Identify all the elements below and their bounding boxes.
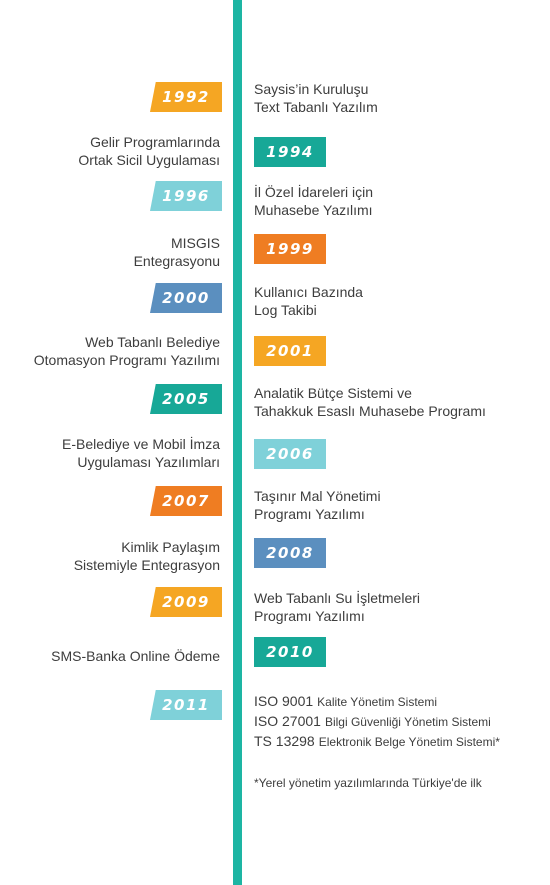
milestone-1999-line2: Entegrasyonu [133,253,220,269]
certification-code: ISO 9001 [254,693,314,709]
milestone-2009-line2: Programı Yazılımı [254,608,365,624]
milestone-2005-line1: Analatik Bütçe Sistemi ve [254,385,412,401]
milestone-2006-line1: E-Belediye ve Mobil İmza [62,436,220,452]
milestone-2006-line2: Uygulaması Yazılımları [77,454,220,470]
certification-item: ISO 9001 Kalite Yönetim Sistemi [254,692,500,712]
milestone-2010: SMS-Banka Online Ödeme [51,647,220,665]
milestone-1999-line1: MISGIS [170,235,220,251]
milestone-2000-line2: Log Takibi [254,302,317,318]
milestone-1996-line1: İl Özel İdareleri için [254,184,374,200]
year-badge-2008: 2008 [254,538,326,568]
milestone-2008-line1: Kimlik Paylaşım [121,539,220,555]
milestone-2000-line1: Kullanıcı Bazında [254,284,363,300]
milestone-2006: E-Belediye ve Mobil İmza Uygulaması Yazı… [62,435,220,471]
milestone-2008: Kimlik Paylaşım Sistemiyle Entegrasyon [74,538,220,574]
milestone-1999: MISGIS Entegrasyonu [134,234,220,270]
milestone-1992-line1: Saysis’in Kuruluşu [254,81,369,97]
footnote: *Yerel yönetim yazılımlarında Türkiye'de… [254,776,482,790]
milestone-2005: Analatik Bütçe Sistemi ve Tahakkuk Esasl… [254,384,486,420]
certification-desc: Elektronik Belge Yönetim Sistemi* [318,735,500,749]
certification-desc: Kalite Yönetim Sistemi [317,695,437,709]
milestone-2001-line2: Otomasyon Programı Yazılımı [33,352,220,368]
milestone-1994: Gelir Programlarında Ortak Sicil Uygulam… [78,133,220,169]
year-badge-1999: 1999 [254,234,326,264]
year-badge-1996: 1996 [150,181,222,211]
milestone-2010-line1: SMS-Banka Online Ödeme [51,648,220,664]
certification-code: ISO 27001 [254,713,321,729]
milestone-1994-line2: Ortak Sicil Uygulaması [78,152,220,168]
year-badge-2001: 2001 [254,336,326,366]
milestone-1996-line2: Muhasebe Yazılımı [254,202,373,218]
milestone-2009-line1: Web Tabanlı Su İşletmeleri [254,590,421,606]
milestone-2001: Web Tabanlı Belediye Otomasyon Programı … [34,333,220,369]
certification-item: TS 13298 Elektronik Belge Yönetim Sistemi… [254,732,500,752]
milestone-1992-line2: Text Tabanlı Yazılım [254,99,378,115]
certification-item: ISO 27001 Bilgi Güvenliği Yönetim Sistemi [254,712,500,732]
milestone-2007-line2: Programı Yazılımı [254,506,365,522]
milestone-1996: İl Özel İdareleri için Muhasebe Yazılımı [254,183,373,219]
year-badge-2007: 2007 [150,486,222,516]
year-badge-2005: 2005 [150,384,222,414]
milestone-1994-line1: Gelir Programlarında [90,134,220,150]
year-badge-2011: 2011 [150,690,222,720]
milestone-2008-line2: Sistemiyle Entegrasyon [73,557,220,573]
milestone-2007-line1: Taşınır Mal Yönetimi [254,488,381,504]
certification-code: TS 13298 [254,733,315,749]
certifications-list: ISO 9001 Kalite Yönetim Sistemi ISO 27001… [254,692,500,752]
milestone-2001-line1: Web Tabanlı Belediye [85,334,220,350]
milestone-2009: Web Tabanlı Su İşletmeleri Programı Yazı… [254,589,420,625]
milestone-1992: Saysis’in Kuruluşu Text Tabanlı Yazılım [254,80,378,116]
year-badge-2000: 2000 [150,283,222,313]
certification-desc: Bilgi Güvenliği Yönetim Sistemi [324,715,491,729]
year-badge-2010: 2010 [254,637,326,667]
milestone-2000: Kullanıcı Bazında Log Takibi [254,283,363,319]
year-badge-1992: 1992 [150,82,222,112]
milestone-2007: Taşınır Mal Yönetimi Programı Yazılımı [254,487,381,523]
milestone-2005-line2: Tahakkuk Esaslı Muhasebe Programı [254,403,486,419]
year-badge-2006: 2006 [254,439,326,469]
timeline-axis [233,0,242,885]
year-badge-1994: 1994 [254,137,326,167]
year-badge-2009: 2009 [150,587,222,617]
